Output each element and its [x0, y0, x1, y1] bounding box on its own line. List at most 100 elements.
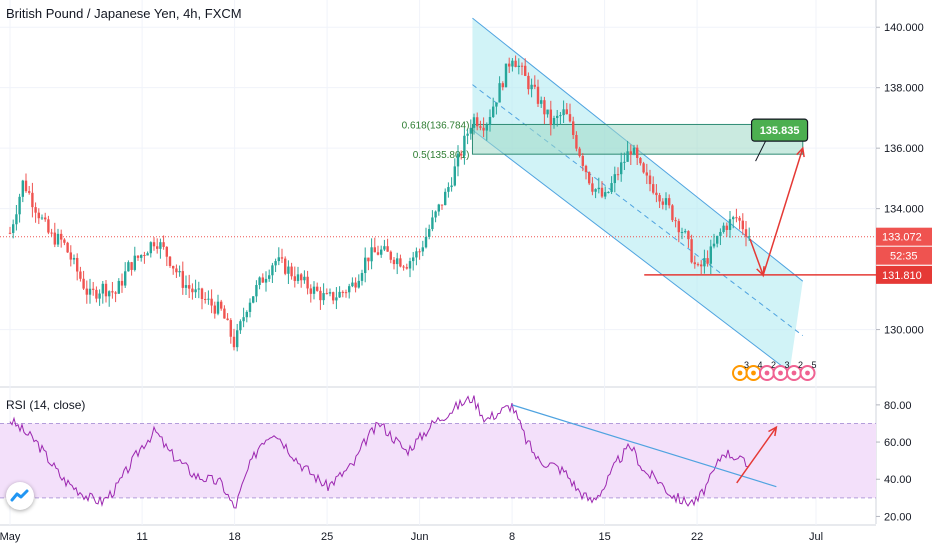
current-price-tag	[876, 227, 932, 246]
candle-body	[591, 183, 594, 192]
candle-body	[639, 157, 642, 164]
target-badge	[750, 118, 809, 142]
candle-body	[703, 258, 706, 267]
candle-body	[79, 271, 82, 279]
candle-body	[360, 273, 364, 281]
candle-body	[152, 242, 156, 247]
fib-level-label: 0.5(135.801)	[413, 150, 470, 161]
candle-body	[56, 233, 60, 245]
candle-body	[725, 225, 728, 230]
target-badge-pointer	[755, 140, 767, 162]
rsi-projection-arrowhead	[768, 425, 778, 437]
candle-body	[431, 217, 434, 230]
candle-body	[44, 217, 47, 220]
candle-body	[290, 266, 293, 277]
target-badge-label: 135.835	[760, 125, 800, 137]
candle-body	[373, 247, 376, 253]
candle-body	[146, 253, 149, 256]
tradingview-logo[interactable]	[6, 482, 34, 510]
candle-body	[402, 266, 405, 268]
candle-body	[674, 220, 677, 222]
candle-body	[242, 317, 245, 322]
candle-body	[626, 151, 629, 162]
candle-body	[72, 257, 76, 260]
candle-body	[485, 124, 488, 131]
candle-body	[159, 242, 162, 249]
candle-body	[405, 267, 408, 269]
candle-body	[645, 172, 648, 176]
time-tick-label: 15	[598, 531, 610, 543]
candle-body	[82, 278, 85, 289]
candle-body	[15, 214, 18, 225]
candle-body	[143, 255, 146, 257]
candle-body	[389, 251, 392, 260]
candle-body	[95, 289, 98, 299]
candle-body	[488, 117, 492, 125]
candle-body	[287, 266, 290, 274]
candle-body	[40, 217, 44, 219]
candle-body	[616, 174, 620, 176]
candle-body	[658, 195, 661, 202]
candle-body	[232, 336, 236, 348]
projection-arrowhead	[796, 146, 805, 158]
candle-body	[248, 302, 252, 312]
candle-body	[156, 246, 159, 249]
candle-body	[271, 265, 274, 276]
candle-body	[341, 291, 344, 293]
projection-arrowhead	[756, 266, 765, 277]
candle-body	[604, 192, 607, 197]
candle-body	[335, 297, 338, 301]
candle-body	[162, 242, 165, 247]
candle-body	[60, 233, 63, 240]
candle-body	[546, 109, 549, 115]
axes: 140.000 138.000 136.000 134.000 130.000 May 11…	[0, 22, 932, 543]
candle-body	[188, 285, 191, 289]
candle-body	[216, 301, 220, 314]
candle-body	[444, 191, 447, 206]
time-tick-label: 11	[136, 531, 147, 543]
candle-body	[252, 296, 255, 303]
candle-body	[623, 161, 626, 163]
candle-body	[572, 121, 575, 135]
channel-lower-line	[472, 129, 790, 373]
candle-body	[24, 180, 28, 192]
candle-body	[175, 268, 178, 273]
candle-body	[245, 311, 248, 318]
candle-body	[309, 288, 312, 294]
candle-body	[383, 246, 386, 250]
candle-body	[450, 185, 453, 188]
candle-body	[255, 284, 258, 297]
candle-body	[735, 217, 738, 219]
candle-body	[338, 291, 341, 298]
candle-body	[261, 277, 264, 283]
candle-body	[463, 135, 466, 156]
candle-body	[492, 106, 495, 118]
time-tick-label: 25	[321, 531, 333, 543]
channel-mid-line	[472, 84, 804, 337]
candle-body	[396, 258, 399, 265]
candle-body	[344, 292, 348, 294]
time-tick-label: Jun	[411, 531, 429, 543]
time-tick-label: 18	[228, 531, 240, 543]
candle-body	[594, 189, 597, 192]
candle-body	[354, 282, 357, 288]
candle-body	[140, 255, 143, 258]
candle-body	[210, 298, 213, 306]
candle-body	[165, 246, 168, 257]
candle-body	[748, 236, 751, 238]
candle-body	[76, 257, 79, 272]
candle-body	[357, 280, 360, 288]
candle-body	[149, 242, 152, 254]
candle-body	[108, 291, 111, 297]
candle-body	[277, 257, 280, 262]
countdown-tag	[876, 246, 932, 265]
candle-body	[399, 258, 402, 267]
candle-body	[607, 191, 610, 193]
candle-body	[520, 65, 524, 67]
support-price-tag-label: 131.810	[882, 270, 922, 282]
candle-body	[284, 258, 287, 274]
candle-body	[197, 288, 200, 290]
candle-body	[632, 147, 636, 155]
candle-body	[303, 276, 306, 281]
